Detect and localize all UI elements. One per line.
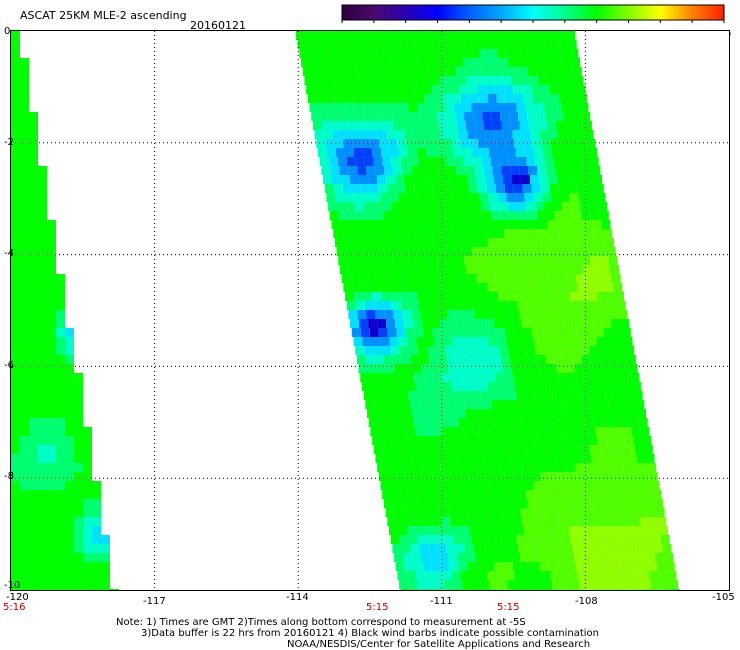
- note-line-1: Note: 1) Times are GMT 2)Times along bot…: [116, 617, 526, 628]
- lon-label-105: -105: [712, 592, 735, 603]
- lon-label-114: -114: [286, 592, 309, 603]
- map-plot-area: [10, 30, 730, 591]
- lat-label-4: -4: [4, 248, 14, 259]
- figure-title: ASCAT 25KM MLE-2 ascending: [20, 9, 187, 22]
- time-label-1: 5:16: [3, 602, 26, 613]
- lon-label-120: -120: [6, 592, 29, 603]
- lon-label-117: -117: [143, 596, 166, 607]
- time-label-3: 5:15: [497, 602, 520, 613]
- lon-label-111: -111: [430, 596, 453, 607]
- swath-map: [11, 31, 729, 590]
- lat-label-8: -8: [4, 471, 14, 482]
- figure-date: 20160121: [190, 19, 246, 32]
- lon-label-108: -108: [575, 596, 598, 607]
- lat-label-6: -6: [4, 360, 14, 371]
- lat-label-10: -10: [4, 580, 21, 591]
- time-label-2: 5:15: [366, 602, 389, 613]
- note-line-2: 3)Data buffer is 22 hrs from 20160121 4)…: [141, 628, 599, 639]
- wind-field-cells: [11, 31, 680, 590]
- note-line-3: NOAA/NESDIS/Center for Satellite Applica…: [287, 639, 591, 650]
- lat-label-2: -2: [4, 137, 14, 148]
- colorbar-gradient: [341, 4, 725, 21]
- lat-label-0: 0: [4, 26, 11, 37]
